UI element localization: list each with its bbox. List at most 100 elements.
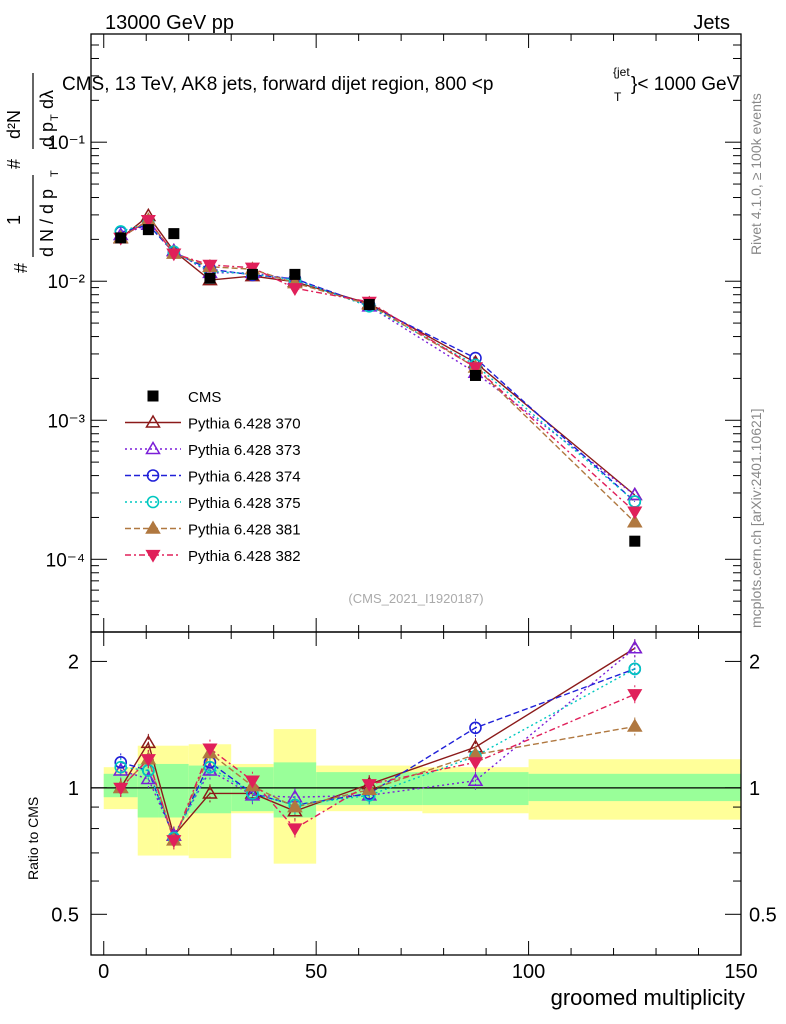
- ratio-point-5: [244, 775, 260, 789]
- side-text-mcplots: mcplots.cern.ch [arXiv:2401.10621]: [748, 409, 764, 628]
- ylabel-frac-den: d N / d p: [37, 189, 57, 257]
- legend-label-1: Pythia 6.428 373: [188, 442, 301, 459]
- ratio-point-1: [626, 640, 643, 654]
- series-point-5: [467, 362, 484, 376]
- title-sup: {jet: [613, 65, 630, 79]
- ratio-point-2: [469, 721, 482, 735]
- ratio-y-tick-label-right: 0.5: [749, 904, 777, 926]
- ylabel-frac-num: 1: [4, 215, 24, 225]
- cms-point: [204, 272, 216, 284]
- ratio-y-tick-label-left: 1: [68, 778, 79, 800]
- ratio-point-1: [140, 770, 157, 785]
- series-point-4: [626, 514, 643, 528]
- ratio-y-tick-label-right: 2: [749, 651, 760, 673]
- x-tick-label: 150: [724, 961, 757, 983]
- legend-marker-4: [145, 520, 161, 534]
- legend-marker-1: [145, 441, 161, 455]
- ratio-frame: [90, 631, 742, 956]
- legend-label-0: Pythia 6.428 370: [188, 416, 301, 433]
- ratio-point-1: [112, 762, 129, 776]
- series-point-1: [626, 487, 643, 501]
- ratio-point-3: [628, 662, 642, 676]
- ratio-point-2: [114, 756, 128, 769]
- series-point-5: [244, 262, 260, 276]
- cms-point: [289, 268, 301, 280]
- ratio-y-tick-label-left: 0.5: [51, 904, 79, 926]
- main-y-tick-label: 10⁻¹: [48, 133, 86, 154]
- series-point-5: [202, 259, 218, 273]
- ratio-point-1: [244, 787, 261, 801]
- series-line-3: [120, 222, 636, 503]
- cms-point: [629, 535, 641, 547]
- ratio-point-5: [113, 782, 129, 796]
- side-text-rivet: Rivet 4.1.0, ≥ 100k events: [748, 93, 764, 255]
- legend-label-5: Pythia 6.428 382: [188, 548, 301, 565]
- title-sub: T: [614, 90, 622, 104]
- ratio-point-5: [140, 754, 156, 767]
- ratio-y-tick-label-left: 2: [68, 651, 79, 673]
- header-right: Jets: [693, 12, 730, 34]
- ratio-point-5: [467, 757, 484, 771]
- ylabel-tail: d p: [37, 122, 57, 147]
- x-tick-label: 50: [305, 961, 327, 983]
- series-point-5: [287, 283, 303, 296]
- ratio-y-label: Ratio to CMS: [25, 797, 41, 880]
- ratio-point-5: [166, 835, 182, 849]
- title-tail: }< 1000 GeV: [631, 74, 740, 95]
- cms-point: [142, 224, 154, 236]
- legend: CMS Pythia 6.428 370 Pythia 6.428 373 Pythi…: [125, 389, 301, 565]
- chart-title: CMS, 13 TeV, AK8 jets, forward dijet reg…: [62, 65, 740, 104]
- ratio-point-1: [202, 762, 218, 776]
- ratio-point-0: [202, 785, 218, 799]
- ratio-point-5: [287, 823, 303, 837]
- legend-label-2: Pythia 6.428 374: [188, 469, 301, 486]
- main-y-tick-label: 10⁻⁴: [46, 550, 85, 571]
- ylabel-hash-1: #: [11, 263, 31, 273]
- ratio-point-1: [467, 772, 484, 787]
- main-y-tick-label: 10⁻²: [48, 272, 86, 293]
- ratio-point-4: [287, 799, 303, 813]
- legend-label-3: Pythia 6.428 375: [188, 495, 301, 512]
- header-left: 13000 GeV pp: [105, 12, 234, 34]
- ylabel-tail-sub: T: [49, 114, 61, 121]
- ylabel-tail-d: dλ: [37, 90, 57, 109]
- cms-point: [363, 299, 375, 311]
- y-axis-label: # 1 d N / d p T # d²N d p T dλ: [4, 73, 61, 273]
- series-point-5: [140, 214, 156, 228]
- ylabel-hash-2: #: [4, 159, 24, 169]
- ratio-point-3: [114, 760, 128, 774]
- ylabel-d2n: d²N: [4, 110, 24, 139]
- ratio-point-0: [244, 785, 261, 799]
- legend-marker-0: [145, 414, 161, 428]
- cms-point: [469, 369, 481, 381]
- series-point-5: [166, 248, 182, 262]
- ylabel-frac-den-sub: T: [49, 170, 61, 177]
- cms-point: [115, 232, 127, 244]
- ratio-point-0: [140, 734, 157, 749]
- legend-label-cms: CMS: [188, 389, 221, 406]
- watermark: (CMS_2021_I1920187): [348, 591, 483, 606]
- ratio-point-3: [203, 760, 217, 774]
- series-line-2: [120, 223, 636, 503]
- cms-point: [168, 228, 180, 240]
- title-main: CMS, 13 TeV, AK8 jets, forward dijet reg…: [62, 74, 493, 95]
- ratio-point-5: [361, 779, 377, 792]
- ratio-panel: 0.5 0.5 1 1 2 2 0 50 100 150: [51, 631, 777, 983]
- ratio-point-4: [626, 718, 643, 732]
- legend-marker-cms: [147, 390, 159, 402]
- legend-label-4: Pythia 6.428 381: [188, 522, 301, 539]
- main-panel: 10⁻⁴ 10⁻³ 10⁻² 10⁻¹ (CMS_2021_I1920187): [46, 33, 742, 633]
- x-tick-label: 0: [98, 961, 109, 983]
- x-tick-label: 100: [512, 961, 545, 983]
- legend-marker-2: [146, 469, 160, 482]
- series-point-5: [627, 506, 643, 520]
- ratio-point-5: [627, 689, 643, 702]
- legend-marker-5: [145, 549, 161, 563]
- ratio-line-3: [120, 668, 636, 840]
- x-axis-label: groomed multiplicity: [551, 985, 745, 1010]
- main-frame: [90, 33, 742, 633]
- main-y-tick-label: 10⁻³: [48, 411, 86, 432]
- cms-point: [246, 268, 258, 280]
- ratio-y-tick-label-right: 1: [749, 778, 760, 800]
